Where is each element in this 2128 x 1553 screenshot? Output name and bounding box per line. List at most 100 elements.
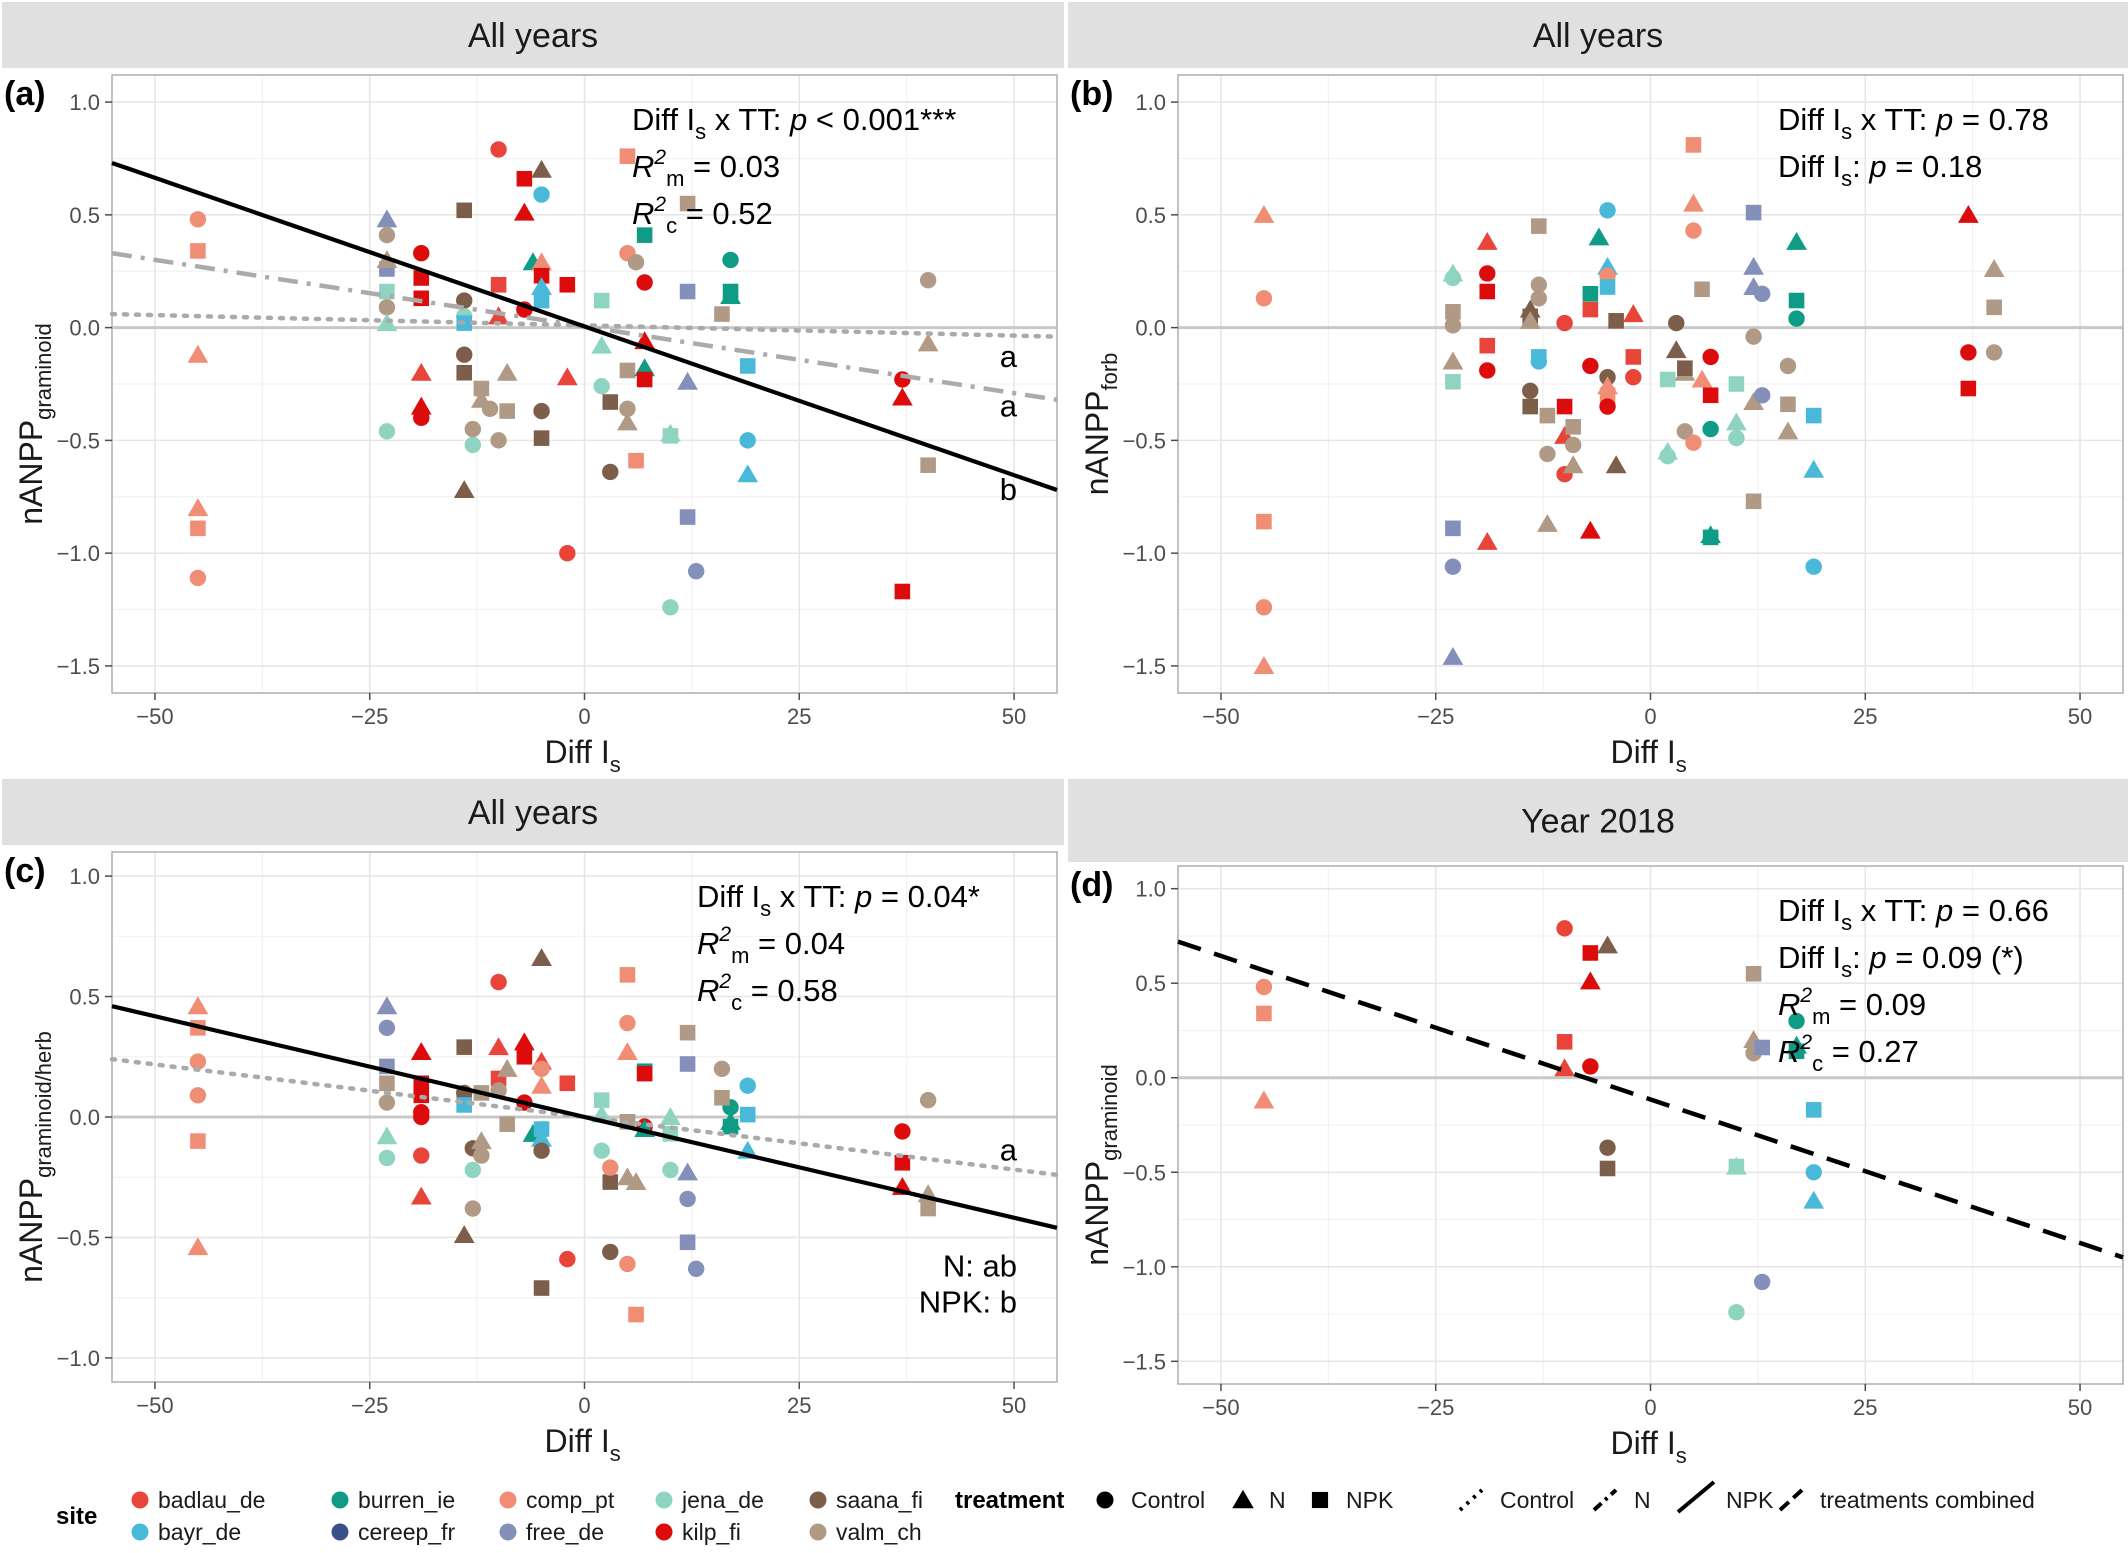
legend-site-label: valm_ch (836, 1519, 922, 1545)
data-point-jena_de (1659, 447, 1676, 465)
stats-annotation: Diff Is​ x TT: p = 0.78 (1778, 102, 2049, 144)
data-point-saana_fi (602, 463, 619, 481)
x-tick-label: 25 (787, 1393, 811, 1418)
data-point-saana_fi (456, 346, 473, 363)
x-tick-label: 50 (1002, 1393, 1026, 1418)
data-point-saana_fi (533, 1280, 550, 1296)
stats-annotation: R2​c​ = 0.52 (632, 193, 773, 238)
data-point-valm_ch (1539, 407, 1556, 424)
data-point-saana_fi (453, 480, 475, 499)
data-point-comp_pt (1255, 978, 1273, 996)
data-point-valm_ch (1530, 276, 1548, 293)
y-tick-label: −1.5 (1123, 1349, 1166, 1374)
data-point-comp_pt (533, 1060, 550, 1078)
data-point-comp_pt (1685, 137, 1702, 153)
stats-annotation: Diff Is​: p = 0.09 (*) (1778, 940, 2024, 982)
stats-annotation: Diff Is​: p = 0.18 (1778, 149, 1982, 191)
panel-letter: (d) (1070, 866, 1113, 904)
legend-site-label: bayr_de (158, 1519, 241, 1545)
data-point-valm_ch (1745, 328, 1762, 345)
data-point-kilp_fi (413, 1108, 430, 1126)
legend-site-label: kilp_fi (682, 1519, 741, 1545)
data-point-saana_fi (456, 292, 473, 309)
data-point-jena_de (1445, 373, 1461, 390)
data-point-kilp_fi (1479, 265, 1496, 282)
data-point-bayr_de (1803, 459, 1825, 478)
data-point-badlau_de (1556, 920, 1573, 937)
legend-line-label: NPK (1726, 1487, 1774, 1513)
legend-treatment-label: N (1269, 1487, 1286, 1513)
data-point-comp_pt (619, 148, 636, 164)
data-point-badlau_de (559, 1075, 576, 1092)
y-tick-label: 1.0 (1135, 90, 1166, 115)
data-point-badlau_de (1582, 301, 1599, 318)
legend-site-label: free_de (526, 1519, 604, 1545)
data-point-burren_ie (1788, 310, 1805, 327)
data-point-valm_ch (499, 1116, 515, 1133)
data-point-free_de (1445, 520, 1461, 537)
data-point-free_de (1442, 647, 1464, 665)
legend-site-swatch (331, 1523, 349, 1541)
data-point-badlau_de (490, 276, 507, 293)
data-point-kilp_fi (636, 1065, 653, 1082)
data-point-burren_ie (1700, 525, 1722, 544)
data-point-valm_ch (1745, 493, 1762, 510)
y-tick-label: 0.5 (69, 203, 100, 228)
data-point-bayr_de (1805, 1102, 1822, 1118)
data-point-jena_de (1444, 269, 1462, 287)
data-point-comp_pt (617, 1042, 638, 1060)
data-point-saana_fi (533, 1142, 550, 1159)
data-point-kilp_fi (533, 267, 550, 284)
data-point-jena_de (1659, 371, 1676, 388)
data-point-bayr_de (739, 432, 756, 449)
data-point-jena_de (464, 436, 482, 454)
data-point-jena_de (1728, 1303, 1745, 1321)
data-point-kilp_fi (516, 1048, 533, 1065)
data-point-comp_pt (619, 967, 636, 983)
data-point-valm_ch (1564, 436, 1582, 454)
y-axis-title: nANPPgraminoid​ (1079, 1064, 1122, 1266)
significance-label: a (1000, 339, 1018, 374)
data-point-kilp_fi (1579, 971, 1601, 990)
data-point-jena_de (593, 292, 610, 309)
x-tick-label: 0 (578, 1393, 590, 1418)
data-points (187, 948, 939, 1323)
data-point-valm_ch (627, 254, 645, 271)
data-point-kilp_fi (1479, 283, 1496, 300)
data-point-saana_fi (533, 402, 550, 420)
y-tick-label: 1.0 (69, 90, 100, 115)
data-point-valm_ch (473, 1147, 490, 1164)
facet-strip (1068, 2, 2128, 68)
data-point-comp_pt (1691, 369, 1713, 388)
y-tick-label: −0.5 (57, 428, 100, 453)
data-point-saana_fi (1522, 398, 1539, 415)
data-point-badlau_de (1625, 349, 1642, 365)
data-point-jena_de (1728, 1158, 1745, 1175)
data-point-valm_ch (378, 299, 396, 316)
data-point-valm_ch (496, 362, 518, 381)
facet-strip-label: All years (1533, 17, 1663, 55)
legend-site-swatch (809, 1491, 827, 1509)
data-point-jena_de (378, 423, 396, 440)
data-point-valm_ch (713, 1060, 731, 1078)
data-point-badlau_de (1476, 232, 1498, 250)
data-point-comp_pt (190, 243, 206, 259)
y-tick-label: −1.5 (1123, 654, 1166, 679)
legend-line-label: treatments combined (1820, 1487, 2035, 1513)
data-point-comp_pt (187, 344, 209, 363)
data-point-saana_fi (1522, 382, 1539, 399)
legend-line-label: N (1634, 1487, 1651, 1513)
data-point-kilp_fi (410, 1042, 432, 1060)
data-point-saana_fi (533, 430, 550, 446)
x-tick-label: −25 (1417, 1395, 1454, 1420)
legend-site-swatch (331, 1491, 349, 1509)
data-point-valm_ch (617, 412, 638, 431)
data-point-valm_ch (1743, 392, 1764, 411)
data-point-saana_fi (1597, 935, 1618, 954)
data-point-kilp_fi (894, 1123, 911, 1140)
data-point-valm_ch (714, 306, 730, 322)
data-point-bayr_de (737, 464, 759, 483)
data-point-free_de (376, 996, 398, 1015)
data-point-free_de (378, 1019, 396, 1037)
data-point-bayr_de (739, 1077, 756, 1094)
